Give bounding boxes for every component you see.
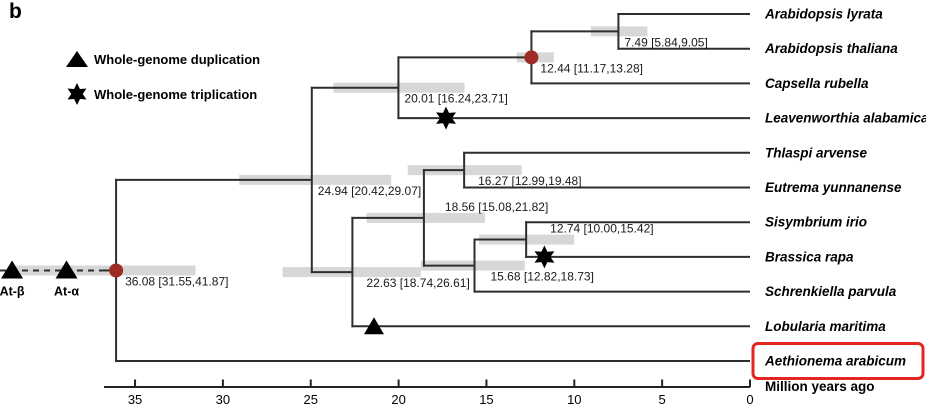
wgd-triangle-icon <box>1 260 24 279</box>
legend-item-wgd: Whole-genome duplication <box>64 48 260 70</box>
tip-label: Capsella rubella <box>765 76 869 91</box>
node-age-label: 18.56 [15.08,21.82] <box>445 200 548 214</box>
wgd-triangle-icon <box>55 260 78 279</box>
node-age-label: 36.08 [31.55,41.87] <box>125 274 228 288</box>
legend: Whole-genome duplication Whole-genome tr… <box>64 48 260 118</box>
tip-label: Thlaspi arvense <box>765 145 868 160</box>
node-age-label: 12.74 [10.00,15.42] <box>550 222 653 236</box>
wgt-star-icon <box>67 83 87 105</box>
axis-title: Million years ago <box>765 379 875 394</box>
panel-label: b <box>9 0 22 23</box>
node-age-label: 7.49 [5.84,9.05] <box>624 35 707 49</box>
node-age-label: 24.94 [20.42,29.07] <box>318 184 421 198</box>
axis-tick-label: 20 <box>391 392 405 407</box>
tip-label: Leavenworthia alabamica <box>765 111 926 126</box>
axis-tick-label: 35 <box>128 392 142 407</box>
node-age-label: 16.27 [12.99,19.48] <box>478 174 581 188</box>
wgd-event-label: At-β <box>0 284 25 298</box>
axis-tick-label: 15 <box>479 392 493 407</box>
highlight-box <box>751 342 925 380</box>
axis-tick-label: 25 <box>304 392 318 407</box>
node-age-label: 20.01 [16.24,23.71] <box>404 92 507 106</box>
divergence-node-dot <box>524 50 539 65</box>
ci-bar <box>366 212 485 223</box>
axis-tick-label: 30 <box>216 392 230 407</box>
wgd-triangle-icon <box>66 51 88 67</box>
axis-tick-label: 0 <box>746 392 753 407</box>
node-age-label: 22.63 [18.74,26.61] <box>366 276 469 290</box>
tip-label: Arabidopsis thaliana <box>764 41 898 56</box>
legend-label-wgt: Whole-genome triplication <box>94 86 258 102</box>
axis-tick-label: 5 <box>659 392 666 407</box>
wgt-star-icon <box>534 245 555 269</box>
node-age-label: 15.68 [12.82,18.73] <box>491 270 594 284</box>
tip-label: Sisymbrium irio <box>765 215 867 230</box>
tip-label: Schrenkiella parvula <box>765 284 897 299</box>
axis-tick-label: 10 <box>567 392 581 407</box>
tip-label: Eutrema yunnanense <box>765 180 902 195</box>
legend-label-wgd: Whole-genome duplication <box>94 51 261 67</box>
tip-label: Brassica rapa <box>765 249 854 264</box>
tip-label: Aethionema arabicum <box>764 354 906 369</box>
tip-label: Arabidopsis lyrata <box>764 7 883 22</box>
wgt-star-icon <box>436 106 456 130</box>
wgd-event-label: At-α <box>54 284 79 298</box>
node-age-label: 12.44 [11.17,13.28] <box>540 61 643 75</box>
triangle-glyph <box>66 51 88 67</box>
legend-item-wgt: Whole-genome triplication <box>64 83 260 105</box>
divergence-node-dot <box>109 263 124 278</box>
wgd-triangle-icon <box>364 317 385 335</box>
tip-label: Lobularia maritima <box>765 319 886 334</box>
ci-bar <box>239 174 392 185</box>
star-glyph <box>67 83 87 105</box>
